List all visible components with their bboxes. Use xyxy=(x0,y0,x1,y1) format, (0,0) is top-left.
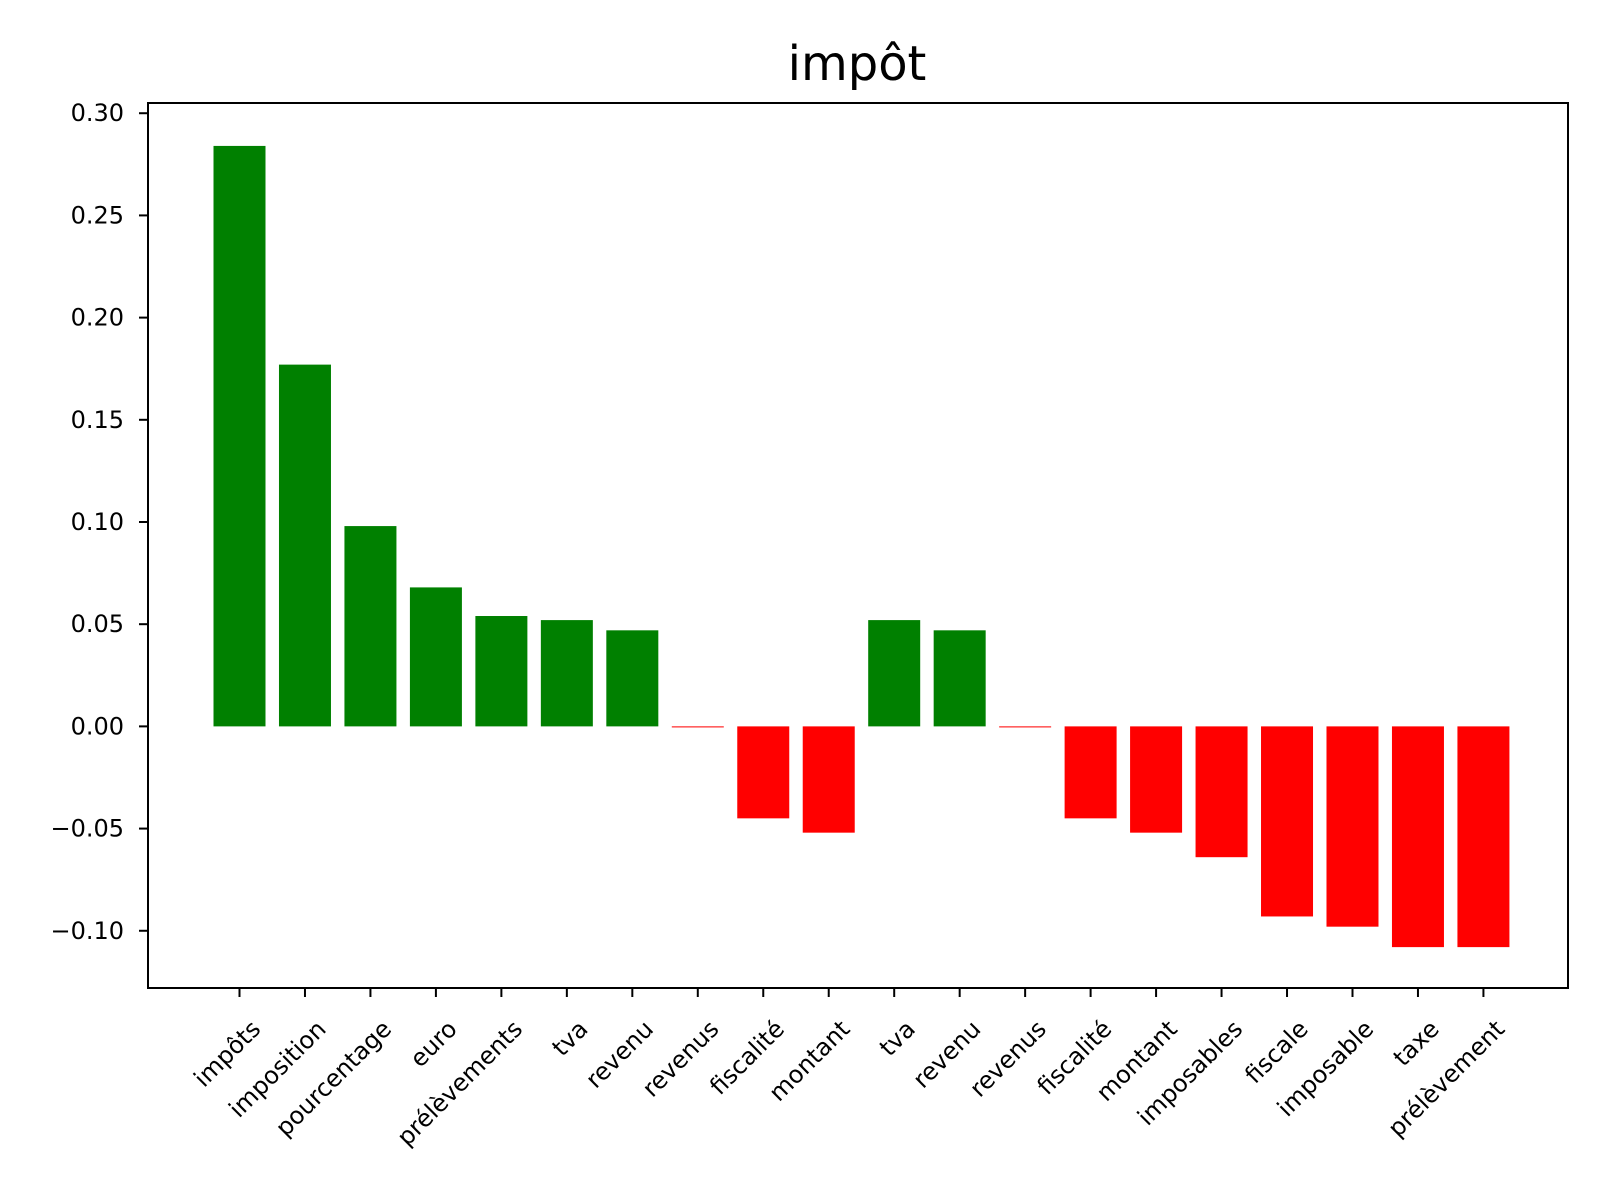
y-tick-label: 0.00 xyxy=(71,712,124,740)
bar-revenu xyxy=(606,630,659,727)
bar-fiscalité xyxy=(737,726,790,819)
bar-montant xyxy=(802,726,855,833)
bar-fiscalité xyxy=(1064,726,1117,819)
bar-pourcentage xyxy=(344,526,397,727)
y-tick-label: 0.15 xyxy=(71,406,124,434)
bar-tva xyxy=(540,620,593,727)
y-tick-label: 0.05 xyxy=(71,610,124,638)
bar-taxe xyxy=(1391,726,1444,948)
y-tick-label: 0.20 xyxy=(71,304,124,332)
bar-prélèvements xyxy=(475,616,528,727)
x-tick-label: euro xyxy=(405,1015,463,1073)
y-tick-label: −0.05 xyxy=(50,815,124,843)
bar-revenus xyxy=(999,726,1052,728)
y-tick-label: 0.10 xyxy=(71,508,124,536)
x-tick-label: pourcentage xyxy=(270,1015,397,1142)
plot-frame xyxy=(147,102,1569,989)
bar-imposables xyxy=(1195,726,1248,858)
x-tick-label: tva xyxy=(547,1015,594,1062)
bar-impôts xyxy=(213,145,266,727)
bar-fiscale xyxy=(1261,726,1314,917)
bar-imposition xyxy=(278,364,331,727)
x-tick-label: tva xyxy=(874,1015,921,1062)
bar-revenu xyxy=(933,630,986,727)
bar-tva xyxy=(868,620,921,727)
y-tick-label: 0.30 xyxy=(71,99,124,127)
bar-imposable xyxy=(1326,726,1379,927)
x-tick-label: taxe xyxy=(1388,1015,1445,1072)
bar-prélèvement xyxy=(1457,726,1510,948)
y-tick-label: −0.10 xyxy=(50,917,124,945)
bar-montant xyxy=(1130,726,1183,833)
bar-euro xyxy=(409,587,462,727)
chart-title: impôt xyxy=(788,36,927,92)
x-tick-label: prélèvement xyxy=(1382,1015,1510,1143)
bar-revenus xyxy=(671,726,724,728)
y-tick-label: 0.25 xyxy=(71,201,124,229)
y-axis: −0.10 −0.05 0.00 0.05 0.10 0.15 0.20 0.25 0.30 xyxy=(50,99,148,945)
bars xyxy=(213,145,1510,948)
